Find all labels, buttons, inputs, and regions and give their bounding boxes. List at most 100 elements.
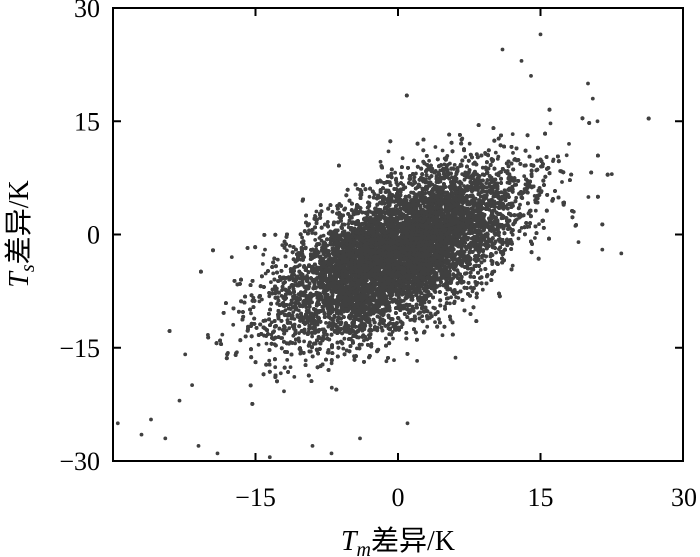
data-point (317, 236, 322, 240)
data-point (296, 308, 301, 313)
data-point (537, 222, 541, 227)
data-point (298, 351, 303, 356)
data-point (533, 236, 537, 240)
data-point (494, 250, 498, 255)
data-point (448, 317, 453, 322)
data-point (368, 210, 373, 214)
data-point (440, 148, 445, 153)
data-point (468, 246, 473, 250)
data-point (522, 174, 527, 179)
data-point (329, 361, 334, 366)
data-point (480, 287, 485, 292)
data-point (564, 153, 569, 158)
data-point (346, 222, 351, 226)
data-point (551, 159, 555, 164)
data-point (264, 341, 269, 346)
data-point (269, 320, 274, 325)
data-point (285, 248, 289, 253)
data-point (586, 195, 591, 199)
data-point (263, 271, 268, 276)
data-point (482, 258, 487, 263)
data-point (433, 320, 437, 324)
data-point (271, 271, 276, 276)
data-point (533, 208, 538, 213)
data-point (325, 220, 330, 224)
data-point (313, 238, 318, 242)
data-point (362, 338, 366, 343)
data-point (392, 358, 396, 362)
data-point (300, 235, 304, 240)
data-point (267, 294, 272, 299)
data-point (303, 358, 308, 363)
data-point (427, 158, 431, 163)
data-point (321, 233, 326, 238)
data-point (415, 359, 419, 363)
data-point (183, 352, 188, 357)
data-point (440, 333, 445, 338)
data-point (548, 121, 553, 126)
data-point (287, 326, 292, 331)
data-point (378, 159, 383, 164)
data-point (282, 389, 286, 394)
data-point (330, 209, 335, 214)
data-point (511, 151, 515, 155)
data-point (414, 171, 418, 176)
data-point (329, 385, 334, 390)
data-point (514, 195, 519, 200)
data-point (425, 324, 430, 329)
data-point (463, 155, 468, 159)
data-point (292, 317, 297, 321)
data-point (291, 310, 296, 314)
data-point (280, 288, 284, 292)
data-point (190, 383, 195, 387)
data-point (267, 358, 272, 363)
data-point (518, 202, 522, 207)
data-point (493, 150, 498, 155)
data-point (288, 244, 292, 248)
data-point (325, 332, 329, 337)
data-points (115, 32, 651, 460)
data-point (516, 236, 521, 241)
data-point (220, 332, 225, 337)
data-point (278, 371, 283, 376)
data-point (484, 181, 489, 186)
data-point (437, 317, 441, 321)
data-point (275, 257, 280, 262)
data-point (467, 141, 472, 146)
data-point (284, 328, 289, 333)
data-point (256, 342, 261, 347)
data-point (249, 311, 253, 316)
data-point (302, 339, 306, 344)
data-point (314, 209, 319, 214)
data-point (510, 232, 515, 237)
data-point (408, 318, 413, 322)
data-point (260, 297, 264, 302)
data-point (449, 295, 453, 300)
data-point (433, 145, 438, 149)
data-point (260, 262, 265, 266)
data-point (510, 132, 515, 137)
data-point (293, 341, 297, 346)
data-point (519, 226, 524, 230)
data-point (384, 336, 388, 341)
data-point (288, 365, 293, 369)
data-point (453, 355, 458, 360)
data-point (478, 268, 483, 272)
data-point (384, 359, 389, 364)
data-point (324, 321, 328, 325)
data-point (454, 295, 458, 299)
data-point (480, 255, 484, 260)
data-point (393, 170, 397, 175)
data-point (452, 163, 457, 167)
data-point (310, 231, 314, 235)
data-point (399, 171, 403, 176)
data-point (292, 375, 297, 379)
data-point (560, 180, 564, 184)
data-point (261, 252, 266, 257)
data-point (391, 336, 395, 341)
data-point (297, 331, 301, 335)
data-point (287, 285, 292, 290)
data-point (285, 358, 290, 362)
data-point (269, 280, 273, 284)
